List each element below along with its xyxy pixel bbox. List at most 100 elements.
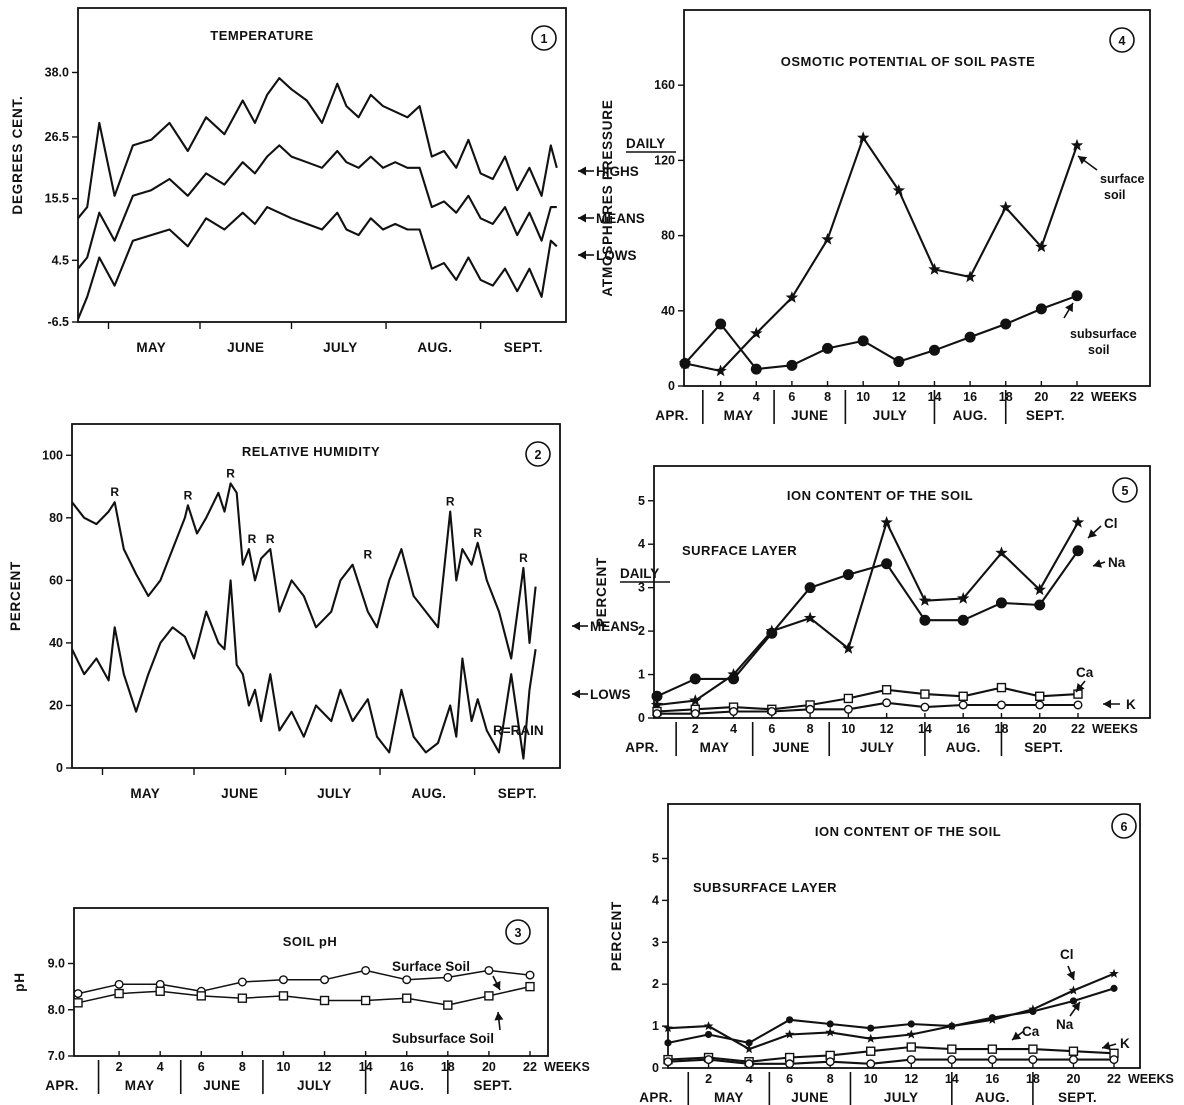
y-tick-label: -6.5 [47,315,69,329]
data-point [744,1044,754,1054]
data-point [361,965,371,975]
plot-frame [71,423,561,769]
x-tick-label: 22 [1070,390,1084,404]
y-axis-label: PERCENT [609,901,624,971]
data-point [73,998,83,1008]
plot-frame [77,7,567,323]
data-point [1028,1044,1038,1054]
panel-number: 3 [515,926,522,940]
data-point [745,1039,753,1047]
data-point [744,1059,754,1069]
x-tick-label: 20 [1033,722,1047,736]
month-label: SEPT. [473,1078,512,1093]
series-arrow-head [578,166,586,176]
rain-marker: R [446,495,455,509]
month-label: SEPT. [1058,1090,1097,1105]
panel-number: 1 [541,32,548,46]
panel-number: 4 [1119,34,1126,48]
y-tick-label: 15.5 [45,192,69,206]
data-point [964,331,976,343]
x-unit-label: WEEKS [1128,1072,1174,1086]
data-point [825,1057,835,1067]
series-label: soil [1104,188,1126,202]
y-tick-label: 26.5 [45,130,69,144]
data-point [155,986,165,996]
series-line-lows [71,579,537,760]
data-point [114,988,124,999]
x-tick-label: JUNE [221,786,258,801]
y-tick-label: 0 [652,1061,659,1075]
data-point [1073,700,1083,710]
data-point [918,594,932,606]
data-point [784,1029,795,1039]
data-point [1069,997,1078,1005]
data-point [842,642,855,654]
series-arrow [578,213,594,223]
month-label: SEPT. [1026,408,1065,423]
series-arrow [1103,699,1120,709]
x-tick-label: 22 [1071,722,1085,736]
y-tick-label: 60 [49,573,63,587]
data-point [987,1044,998,1054]
data-point [999,200,1012,213]
y-tick-label: 5 [652,851,659,865]
series-arrow-head [492,980,501,990]
data-point [443,1000,453,1010]
series-label: HIGHS [596,164,639,179]
month-label: AUG. [389,1078,424,1093]
chart-title: SOIL pH [283,934,338,949]
panel-number-circle [1109,27,1135,53]
x-tick-label: 20 [482,1060,496,1074]
series-arrow-head [572,621,580,631]
rain-marker: R [184,488,193,502]
series-arrow-head [1071,1002,1080,1012]
rain-marker: R [266,532,275,546]
rain-note: R=RAIN [493,723,544,738]
data-point [360,995,371,1006]
data-point [1029,1007,1037,1016]
series-k [663,1055,1119,1069]
data-point [73,989,83,999]
series-label: K [1120,1036,1130,1051]
series-arrow [1069,1001,1081,1017]
y-tick-label: 5 [638,494,645,508]
series-k [652,698,1083,719]
series-arrow [1092,559,1106,568]
series-surface-soil [678,131,1084,377]
month-label: AUG. [946,740,981,755]
series-line [667,972,1115,1051]
plot-frame [653,465,1151,719]
series-arrow [1011,1030,1025,1041]
data-point [957,614,969,626]
x-tick-label: 6 [786,1072,793,1086]
month-label: JUNE [791,1090,828,1105]
x-tick-label: 2 [717,390,724,404]
x-tick-label: 12 [318,1060,332,1074]
month-label: JUNE [203,1078,240,1093]
data-point [920,702,930,712]
data-point [825,1027,835,1037]
series-arrow [572,621,588,631]
x-tick-label: 6 [768,722,775,736]
y-tick-label: 1 [638,668,645,682]
data-point [319,995,330,1006]
month-label: JULY [297,1078,331,1093]
series-line [684,136,1078,373]
y-tick-label: 4 [638,537,645,551]
data-point [803,611,817,624]
series-arrow-head [578,213,586,223]
x-tick-label: 6 [788,390,795,404]
month-label: APR. [639,1090,672,1105]
rain-marker: R [226,466,235,480]
data-point [443,972,453,982]
data-point [857,131,870,144]
x-tick-label: 2 [705,1072,712,1086]
x-tick-label: 8 [807,722,814,736]
y-tick-label: 100 [42,448,63,462]
month-label: MAY [724,408,754,423]
panel-number: 5 [1122,484,1129,498]
month-label: SEPT. [1024,740,1063,755]
series-label: Cl [1060,947,1074,962]
x-tick-label: 16 [956,722,970,736]
